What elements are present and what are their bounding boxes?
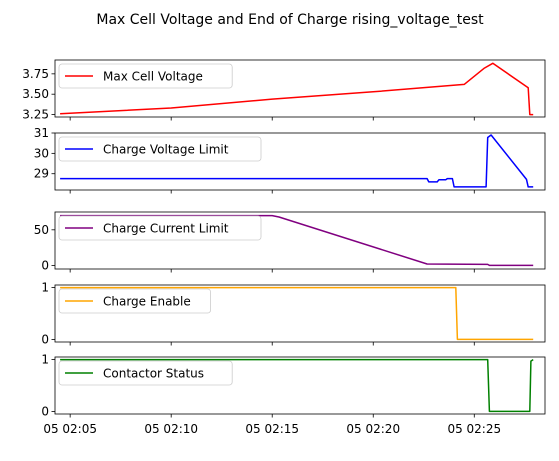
x-tick-label: 05 02:20 [346, 422, 400, 436]
legend-box [58, 360, 233, 386]
subplot-5: 0 1 Contactor Status [41, 353, 546, 418]
legend-box [58, 288, 212, 314]
y-tick-label: 29 [34, 167, 49, 181]
y-tick-label: 0 [41, 258, 49, 272]
legend-label: Charge Enable [103, 295, 191, 309]
legend-box [58, 63, 233, 89]
legend: Charge Enable [58, 288, 212, 314]
y-tick-label: 3.25 [22, 108, 49, 122]
series-line [60, 62, 534, 116]
x-tick-label: 05 02:10 [144, 422, 198, 436]
y-tick-label: 30 [34, 146, 49, 160]
y-tick-label: 1 [41, 353, 49, 367]
series-line [60, 134, 534, 188]
series-line [60, 286, 534, 341]
legend-label: Max Cell Voltage [103, 70, 203, 84]
legend: Charge Voltage Limit [58, 136, 262, 162]
x-tick-label: 05 02:05 [43, 422, 97, 436]
y-tick-label: 0 [41, 332, 49, 346]
subplot-1: 3.25 3.50 3.75 Max Cell Voltage [22, 59, 546, 122]
subplot-4: 0 1 Charge Enable [41, 281, 546, 346]
subplot-3: 0 50 Charge Current Limit [34, 211, 546, 273]
x-tick-label: 05 02:25 [447, 422, 501, 436]
legend-box [58, 215, 262, 241]
subplot-2: 29 30 31 Charge Voltage Limit [34, 126, 546, 194]
x-axis: 05 02:05 05 02:10 05 02:15 05 02:20 05 02:25 [43, 422, 501, 436]
y-tick-label: 1 [41, 281, 49, 295]
y-tick-label: 50 [34, 223, 49, 237]
series-line [60, 214, 534, 267]
y-tick-label: 0 [41, 404, 49, 418]
y-tick-label: 3.50 [22, 87, 49, 101]
legend: Charge Current Limit [58, 215, 262, 241]
x-tick-label: 05 02:15 [245, 422, 299, 436]
legend: Contactor Status [58, 360, 233, 386]
legend-label: Contactor Status [103, 367, 204, 381]
series-line [60, 358, 534, 413]
legend-box [58, 136, 262, 162]
y-tick-label: 31 [34, 126, 49, 140]
y-tick-label: 3.75 [22, 67, 49, 81]
chart-title: Max Cell Voltage and End of Charge risin… [96, 12, 484, 28]
legend-label: Charge Voltage Limit [103, 143, 229, 157]
legend-label: Charge Current Limit [103, 222, 229, 236]
legend: Max Cell Voltage [58, 63, 233, 89]
